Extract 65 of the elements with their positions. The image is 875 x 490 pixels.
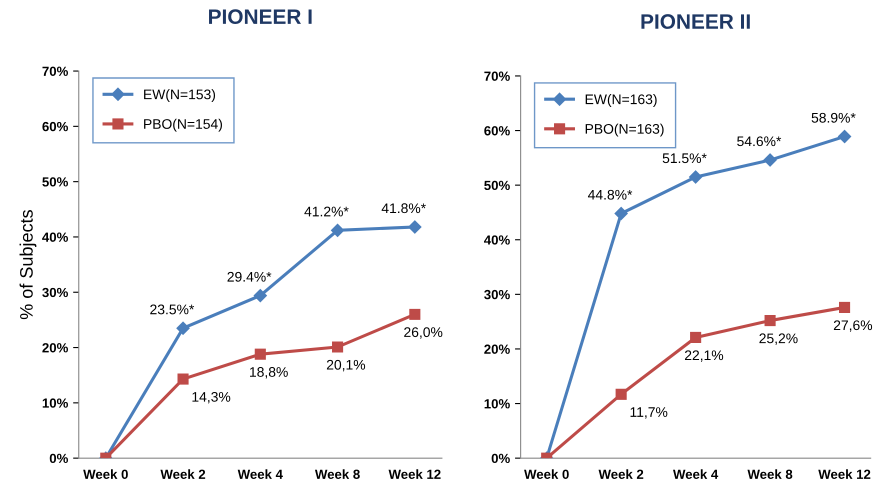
point — [764, 153, 777, 167]
point — [330, 224, 344, 237]
data-label: 18,8% — [250, 367, 288, 379]
data-label: 29.4%* — [228, 272, 272, 282]
data-label: 25,2% — [759, 333, 798, 345]
point — [409, 308, 420, 320]
data-label: 41.8%* — [382, 203, 426, 214]
x-tick-label: Week 4 — [238, 469, 283, 479]
legend-label: PBO(N=163) — [586, 124, 664, 137]
data-label: 58.9%* — [812, 112, 856, 123]
data-label: 44.8%* — [588, 190, 632, 200]
chart-title: PIONEER II — [641, 14, 750, 29]
x-tick-label: Week 12 — [818, 469, 870, 479]
chart-title: PIONEER I — [209, 9, 312, 24]
y-tick-label: 30% — [42, 288, 68, 298]
data-label: 14,3% — [192, 392, 230, 404]
point — [689, 170, 702, 184]
point — [408, 220, 422, 234]
point — [254, 348, 266, 360]
y-tick-label: 40% — [42, 232, 68, 242]
data-label: 54.6%* — [737, 136, 782, 146]
x-tick-label: Week 4 — [673, 469, 718, 479]
y-tick-label: 50% — [484, 180, 510, 190]
y-tick-label: 70% — [484, 72, 510, 81]
y-axis-title: % of Subjects — [20, 210, 36, 320]
legend-label: EW(N=153) — [144, 89, 216, 102]
x-tick-label: Week 2 — [598, 469, 644, 479]
data-label: 41.2%* — [304, 206, 349, 216]
y-tick-label: 70% — [42, 66, 68, 76]
x-tick-label: Week 0 — [83, 469, 128, 479]
point — [690, 332, 702, 344]
x-tick-label: Week 8 — [314, 469, 360, 479]
legend-label: EW(N=163) — [586, 94, 657, 107]
point — [764, 315, 776, 326]
x-tick-label: Week 8 — [747, 469, 792, 479]
data-label: 23.5%* — [150, 304, 194, 314]
y-tick-label: 50% — [42, 177, 68, 187]
x-tick-label: Week 0 — [524, 469, 569, 479]
y-tick-label: 40% — [484, 235, 510, 245]
point — [254, 288, 267, 302]
point — [616, 388, 627, 400]
point — [332, 341, 344, 353]
point — [177, 374, 189, 385]
x-tick-label: Week 12 — [388, 469, 441, 479]
data-label: 51.5%* — [662, 153, 707, 164]
y-tick-label: 10% — [484, 399, 510, 408]
data-label: 27,6% — [834, 320, 872, 332]
data-label: 26,0% — [404, 327, 442, 339]
data-label: 11,7% — [630, 407, 668, 419]
y-tick-label: 0% — [492, 454, 510, 464]
point — [176, 322, 190, 335]
data-label: 20,1% — [326, 360, 366, 372]
y-tick-label: 60% — [484, 126, 510, 136]
y-tick-label: 0% — [50, 454, 68, 464]
y-tick-label: 60% — [42, 122, 68, 132]
y-tick-label: 30% — [484, 290, 510, 300]
point — [614, 206, 628, 220]
point — [838, 130, 852, 144]
point — [839, 302, 850, 314]
data-label: 22,1% — [684, 350, 724, 362]
y-tick-label: 20% — [484, 344, 510, 354]
y-tick-label: 20% — [42, 343, 68, 352]
x-tick-label: Week 2 — [160, 469, 206, 479]
y-tick-label: 10% — [42, 398, 68, 408]
legend-label: PBO(N=154) — [144, 118, 222, 132]
